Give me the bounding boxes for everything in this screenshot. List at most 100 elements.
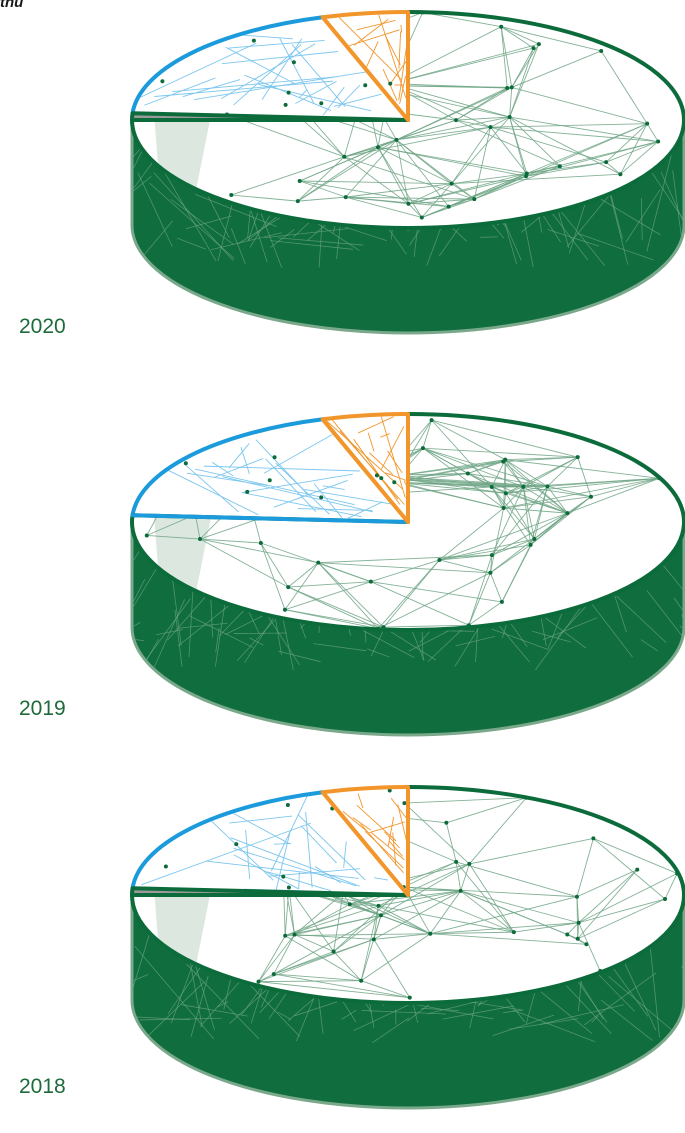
border-orange-start bbox=[320, 417, 410, 524]
mesh-node bbox=[286, 585, 291, 590]
mesh-node bbox=[488, 570, 493, 575]
border-blue-start bbox=[130, 513, 410, 524]
mesh-node bbox=[588, 494, 593, 499]
year-label-2020: 2020 bbox=[19, 315, 66, 338]
mesh-node bbox=[272, 455, 277, 460]
mesh-node bbox=[446, 204, 451, 209]
mesh-node bbox=[662, 897, 667, 902]
mesh-node bbox=[163, 864, 168, 869]
mesh-node bbox=[379, 913, 384, 918]
mesh-node bbox=[501, 506, 506, 511]
mesh-node bbox=[363, 83, 368, 88]
mesh-node bbox=[387, 788, 392, 793]
mesh-node bbox=[429, 418, 434, 423]
mesh-node bbox=[183, 461, 188, 466]
mesh-node bbox=[591, 836, 596, 841]
mesh-node bbox=[635, 867, 640, 872]
slice-blue-mesh bbox=[140, 34, 382, 116]
mesh-node bbox=[285, 802, 290, 807]
rim-green bbox=[130, 412, 685, 632]
rim-green bbox=[130, 785, 685, 1005]
mesh-node bbox=[359, 978, 364, 983]
border-grey-end bbox=[130, 111, 410, 122]
mesh-node bbox=[467, 861, 472, 866]
mesh-node bbox=[286, 90, 291, 95]
mesh-node bbox=[575, 455, 580, 460]
rim-orange bbox=[322, 412, 409, 422]
rim-orange bbox=[322, 785, 409, 795]
mesh-node bbox=[444, 820, 449, 825]
mesh-node bbox=[374, 473, 379, 478]
mesh-node bbox=[245, 489, 250, 494]
mesh-node bbox=[521, 484, 526, 489]
mesh-node bbox=[291, 60, 296, 65]
mesh-node bbox=[407, 995, 412, 1000]
mesh-node bbox=[472, 197, 477, 202]
mesh-node bbox=[406, 201, 411, 206]
mesh-node bbox=[371, 937, 376, 942]
border-grey-end bbox=[130, 886, 410, 897]
mesh-node bbox=[282, 607, 287, 612]
mesh-node bbox=[574, 894, 579, 899]
mesh-node bbox=[536, 42, 541, 47]
mesh-node bbox=[295, 199, 300, 204]
pie-2020 bbox=[130, 10, 685, 335]
slice-blue bbox=[132, 792, 408, 895]
mesh-node bbox=[234, 842, 239, 847]
pie-2019 bbox=[130, 412, 685, 737]
rim-blue bbox=[130, 417, 323, 516]
mesh-node bbox=[256, 979, 261, 984]
mesh-node bbox=[144, 533, 149, 538]
year-label-2019: 2019 bbox=[19, 697, 66, 720]
mesh-node bbox=[509, 85, 514, 90]
mesh-node bbox=[505, 85, 510, 90]
mesh-node bbox=[565, 511, 570, 516]
mesh-node bbox=[160, 79, 165, 84]
mesh-node bbox=[604, 160, 609, 165]
slice-orange-mesh bbox=[342, 793, 408, 874]
mesh-node bbox=[379, 476, 384, 481]
mesh-node bbox=[258, 540, 263, 545]
slice-blue-mesh bbox=[167, 434, 391, 519]
mesh-node bbox=[437, 557, 442, 562]
mesh-node bbox=[449, 181, 454, 186]
mesh-node bbox=[197, 537, 202, 542]
mesh-node bbox=[292, 932, 297, 937]
mesh-node bbox=[286, 885, 291, 890]
mesh-node bbox=[511, 930, 516, 935]
rim-blue bbox=[130, 790, 323, 889]
mesh-node bbox=[283, 102, 288, 107]
mesh-node bbox=[532, 536, 537, 541]
mesh-node bbox=[402, 801, 407, 806]
mesh-node bbox=[375, 145, 380, 150]
mesh-node bbox=[454, 859, 459, 864]
mesh-node bbox=[229, 193, 234, 198]
mesh-node bbox=[499, 599, 504, 604]
mesh-node bbox=[565, 932, 570, 937]
mesh-node bbox=[376, 903, 381, 908]
mesh-node bbox=[507, 115, 512, 120]
mesh-node bbox=[392, 480, 397, 485]
mesh-node bbox=[428, 931, 433, 936]
mesh-node bbox=[528, 542, 533, 547]
mesh-node bbox=[297, 179, 302, 184]
mesh-node bbox=[316, 560, 321, 565]
mesh-node bbox=[267, 478, 272, 483]
mesh-node bbox=[319, 495, 324, 500]
mesh-node bbox=[584, 942, 589, 947]
mesh-node bbox=[576, 920, 581, 925]
year-label-2018: 2018 bbox=[19, 1075, 66, 1098]
mesh-node bbox=[454, 118, 459, 123]
mesh-node bbox=[645, 121, 650, 126]
mesh-node bbox=[489, 484, 494, 489]
rim-orange bbox=[322, 10, 409, 20]
mesh-node bbox=[531, 46, 536, 51]
mesh-node bbox=[283, 933, 288, 938]
mesh-node bbox=[331, 949, 336, 954]
mesh-node bbox=[394, 137, 399, 142]
mesh-node bbox=[251, 38, 256, 43]
mesh-node bbox=[420, 446, 425, 451]
border-orange-start bbox=[320, 790, 410, 897]
mesh-node bbox=[343, 195, 348, 200]
